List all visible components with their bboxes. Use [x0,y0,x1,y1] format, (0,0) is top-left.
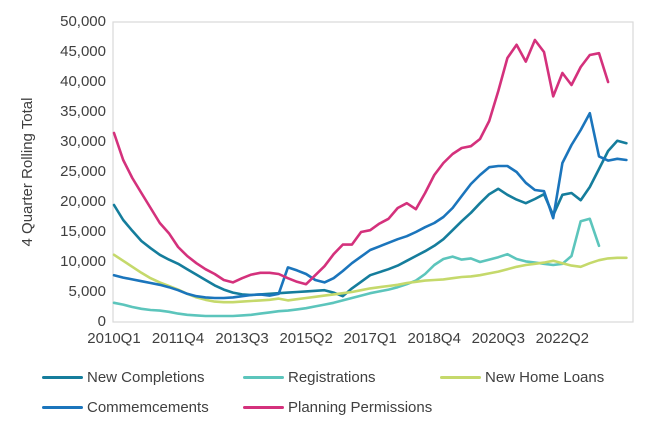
y-axis-tick-label: 45,000 [60,43,106,60]
legend-line-swatch [42,405,83,409]
legend-line-swatch [243,375,284,379]
y-axis-tick-label: 20,000 [60,193,106,210]
y-axis-tick-label: 0 [97,313,106,330]
y-axis-tick-label: 25,000 [60,163,106,180]
x-axis-tick-label: 2013Q3 [215,330,269,347]
legend-item-new-completions: New Completions [42,368,205,386]
legend-item-planning-permissions: Planning Permissions [243,398,432,416]
y-axis-tick-label: 40,000 [60,73,106,90]
x-axis-tick-label: 2020Q3 [471,330,525,347]
x-axis-tick-label: 2010Q1 [87,330,141,347]
legend-item-new-home-loans: New Home Loans [440,368,604,386]
y-axis-tick-label: 35,000 [60,103,106,120]
legend-label: Commemcements [87,398,209,416]
x-axis-tick-label: 2017Q1 [343,330,397,347]
series-line-new-home-loans [112,253,628,304]
legend-line-swatch [440,375,481,379]
legend-item-registrations: Registrations [243,368,376,386]
legend-label: Planning Permissions [288,398,433,416]
series-line-registrations [112,217,601,318]
y-axis-tick-label: 50,000 [60,13,106,30]
series-line-commemcements [112,111,628,300]
y-axis-tick-label: 15,000 [60,223,106,240]
series-lines [112,38,628,318]
series-line-new-completions [112,139,628,298]
x-axis-tick-label: 2011Q4 [151,330,205,347]
y-axis-tick-label: 5,000 [68,283,106,300]
plot-border [112,21,634,323]
legend-label: New Completions [87,368,205,386]
legend-line-swatch [42,375,83,379]
x-axis-tick-label: 2015Q2 [279,330,333,347]
legend-label: New Home Loans [485,368,605,386]
legend-item-commemcements: Commemcements [42,398,209,416]
legend-line-swatch [243,405,284,409]
y-axis-tick-label: 10,000 [60,253,106,270]
y-axis-tick-label: 30,000 [60,133,106,150]
x-axis-tick-label: 2022Q2 [535,330,590,347]
x-axis-tick-label: 2018Q4 [407,330,461,347]
series-line-planning-permissions [112,38,610,286]
legend-label: Registrations [288,368,376,386]
